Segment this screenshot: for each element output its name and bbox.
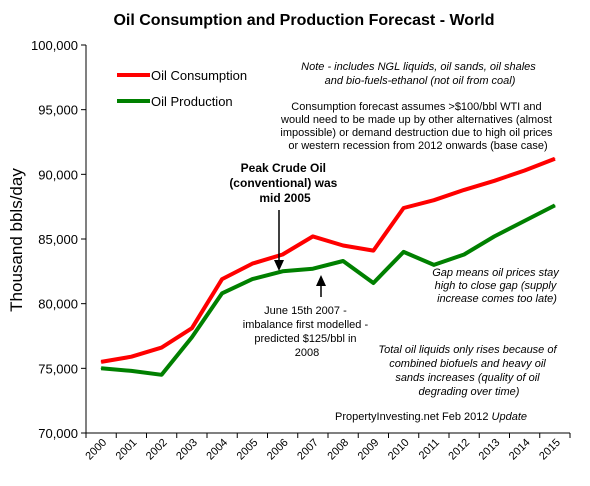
data-point xyxy=(372,282,374,284)
annotation-june: June 15th 2007 - imbalance first modelle… xyxy=(243,305,371,359)
x-tick-label: 2013 xyxy=(477,437,503,463)
data-point xyxy=(251,263,253,265)
data-point xyxy=(493,180,495,182)
x-tick-label: 2004 xyxy=(204,437,230,463)
x-tick-label: 2005 xyxy=(235,437,261,463)
x-tick-label: 2010 xyxy=(386,437,412,463)
legend: Oil Consumption Oil Production xyxy=(117,68,247,109)
chart-title: Oil Consumption and Production Forecast … xyxy=(113,12,494,29)
arrow-peak xyxy=(274,210,284,271)
data-point xyxy=(312,235,314,237)
x-tick-label: 2014 xyxy=(507,437,533,463)
data-point xyxy=(100,367,102,369)
annotation-total: Total oil liquids only rises because of … xyxy=(378,344,559,398)
data-point xyxy=(372,250,374,252)
arrow-june xyxy=(316,275,326,297)
data-point xyxy=(221,278,223,280)
data-point xyxy=(463,254,465,255)
data-point xyxy=(554,158,556,160)
data-point xyxy=(161,347,163,349)
data-point xyxy=(524,170,526,171)
x-tick-label: 2007 xyxy=(295,437,321,463)
x-tick-label: 2003 xyxy=(174,437,200,463)
y-tick-label: 80,000 xyxy=(38,297,78,312)
x-tick-label: 2011 xyxy=(417,437,442,462)
annotation-consumption-note: Consumption forecast assumes >$100/bbl W… xyxy=(280,101,556,152)
data-point xyxy=(282,270,284,272)
data-point xyxy=(433,199,435,201)
x-axis: 2000 2001 2002 2003 2004 2005 2006 2007 2008 2009… xyxy=(83,433,571,463)
data-point xyxy=(251,278,253,280)
y-tick-label: 100,000 xyxy=(31,38,78,53)
x-tick-label: 2012 xyxy=(446,437,472,463)
data-point xyxy=(130,370,132,372)
data-point xyxy=(493,235,495,237)
x-tick-label: 2001 xyxy=(114,437,140,463)
data-point xyxy=(524,220,526,222)
data-point xyxy=(403,251,405,253)
data-point xyxy=(403,207,405,209)
annotation-source: PropertyInvesting.net Feb 2012 Update xyxy=(335,411,527,423)
data-point xyxy=(282,254,284,255)
data-point xyxy=(554,204,556,206)
data-point xyxy=(100,361,102,363)
data-point xyxy=(342,245,344,246)
annotation-note: Note - includes NGL liquids, oil sands, … xyxy=(301,61,539,87)
legend-label-consumption: Oil Consumption xyxy=(151,68,247,83)
data-point xyxy=(161,374,163,376)
annotation-gap: Gap means oil prices stay high to close … xyxy=(432,267,562,305)
y-axis: 70,000 75,000 80,000 85,000 90,000 95,000 100,… xyxy=(31,38,86,441)
series-line-consumption xyxy=(100,156,556,364)
data-point xyxy=(191,327,193,329)
series-line-production xyxy=(100,203,556,377)
x-tick-label: 2006 xyxy=(265,437,291,463)
y-tick-label: 95,000 xyxy=(38,103,78,118)
data-point xyxy=(191,336,193,338)
data-point xyxy=(221,292,223,294)
y-tick-label: 75,000 xyxy=(38,361,78,376)
x-tick-label: 2002 xyxy=(144,437,170,463)
legend-label-production: Oil Production xyxy=(151,94,233,109)
data-point xyxy=(463,189,465,191)
series-layer xyxy=(100,156,556,377)
data-point xyxy=(342,260,344,262)
data-point xyxy=(130,356,132,358)
data-point xyxy=(433,264,435,266)
y-axis-label: Thousand bbls/day xyxy=(7,168,26,312)
y-tick-label: 90,000 xyxy=(38,167,78,182)
y-tick-label: 70,000 xyxy=(38,426,78,441)
annotation-peak: Peak Crude Oil (conventional) was mid 20… xyxy=(229,161,340,205)
y-tick-label: 85,000 xyxy=(38,232,78,247)
data-point xyxy=(312,268,314,270)
x-tick-label: 2000 xyxy=(83,437,109,463)
x-tick-label: 2009 xyxy=(356,437,382,463)
x-tick-label: 2008 xyxy=(325,437,351,463)
x-tick-label: 2015 xyxy=(537,437,563,463)
